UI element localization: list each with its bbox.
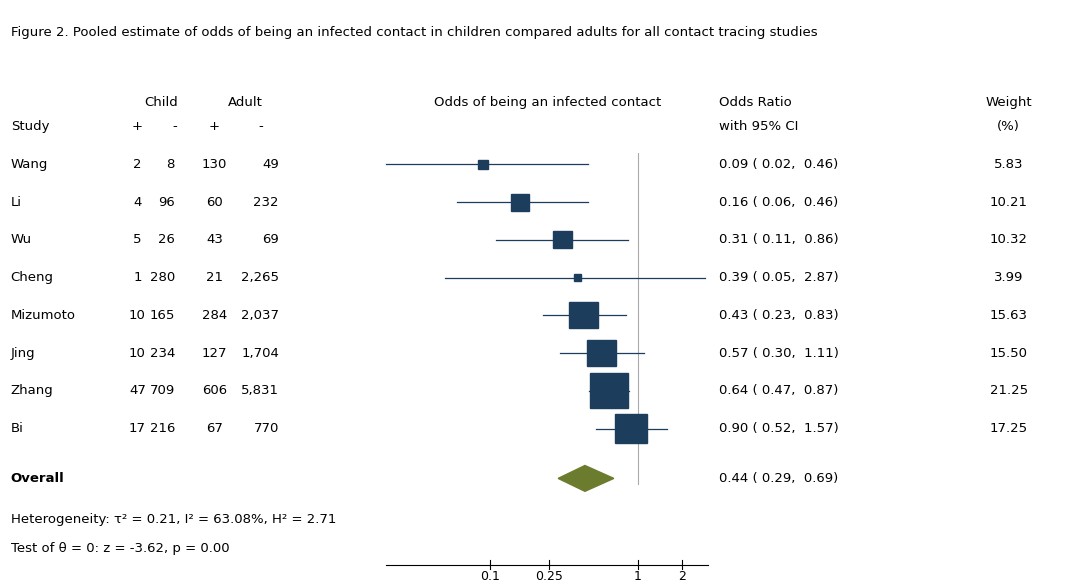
Bar (553, 231, 572, 248)
Text: 47: 47 (129, 384, 146, 397)
Text: Mizumoto: Mizumoto (11, 309, 76, 322)
Text: 280: 280 (149, 271, 175, 284)
Text: 0.90 ( 0.52,  1.57): 0.90 ( 0.52, 1.57) (719, 422, 839, 435)
Text: Odds of being an infected contact: Odds of being an infected contact (433, 96, 661, 109)
Text: 0.57 ( 0.30,  1.11): 0.57 ( 0.30, 1.11) (719, 346, 839, 360)
Text: 0.25: 0.25 (534, 570, 562, 583)
Text: 0.39 ( 0.05,  2.87): 0.39 ( 0.05, 2.87) (719, 271, 838, 284)
Text: +: + (132, 120, 143, 133)
Text: 234: 234 (149, 346, 175, 360)
Text: 10.32: 10.32 (989, 233, 1028, 247)
Bar (511, 194, 529, 211)
Text: 17.25: 17.25 (989, 422, 1028, 435)
Text: 21.25: 21.25 (989, 384, 1028, 397)
Text: Cheng: Cheng (11, 271, 54, 284)
Text: Odds Ratio: Odds Ratio (719, 96, 792, 109)
Text: 127: 127 (202, 346, 227, 360)
Text: 69: 69 (262, 233, 279, 247)
Text: Bi: Bi (11, 422, 24, 435)
Text: 2,265: 2,265 (241, 271, 279, 284)
Text: Overall: Overall (11, 472, 64, 485)
Text: Wang: Wang (11, 158, 48, 171)
Text: 2: 2 (133, 158, 142, 171)
Text: with 95% CI: with 95% CI (719, 120, 798, 133)
Text: 0.43 ( 0.23,  0.83): 0.43 ( 0.23, 0.83) (719, 309, 838, 322)
Text: 5: 5 (133, 233, 142, 247)
Text: 0.44 ( 0.29,  0.69): 0.44 ( 0.29, 0.69) (719, 472, 838, 485)
Text: 17: 17 (129, 422, 146, 435)
Bar (574, 274, 580, 281)
Text: Weight: Weight (985, 96, 1032, 109)
Bar (477, 160, 488, 169)
Text: 770: 770 (253, 422, 279, 435)
Text: 67: 67 (206, 422, 223, 435)
Text: 15.63: 15.63 (989, 309, 1028, 322)
Text: Zhang: Zhang (11, 384, 54, 397)
Text: 0.31 ( 0.11,  0.86): 0.31 ( 0.11, 0.86) (719, 233, 838, 247)
Text: 10: 10 (129, 346, 146, 360)
Text: 709: 709 (149, 384, 175, 397)
Text: 165: 165 (149, 309, 175, 322)
Text: 0.1: 0.1 (480, 570, 500, 583)
Text: 130: 130 (202, 158, 227, 171)
Text: 0.64 ( 0.47,  0.87): 0.64 ( 0.47, 0.87) (719, 384, 838, 397)
Text: 3.99: 3.99 (994, 271, 1024, 284)
Text: 8: 8 (166, 158, 175, 171)
Text: 21: 21 (206, 271, 223, 284)
Text: 284: 284 (202, 309, 227, 322)
Text: Adult: Adult (229, 96, 263, 109)
Bar (590, 373, 629, 409)
Polygon shape (558, 465, 614, 491)
Text: 60: 60 (206, 195, 223, 208)
Text: 2,037: 2,037 (241, 309, 279, 322)
Text: 26: 26 (158, 233, 175, 247)
Text: 1: 1 (133, 271, 142, 284)
Text: 606: 606 (202, 384, 227, 397)
Text: 15.50: 15.50 (989, 346, 1028, 360)
Bar (615, 414, 647, 443)
Text: 5,831: 5,831 (241, 384, 279, 397)
Text: -: - (259, 120, 263, 133)
Text: 10.21: 10.21 (989, 195, 1028, 208)
Text: 49: 49 (262, 158, 279, 171)
Text: -: - (173, 120, 177, 133)
Text: 4: 4 (133, 195, 142, 208)
Text: (%): (%) (997, 120, 1020, 133)
Text: +: + (209, 120, 220, 133)
Text: 232: 232 (253, 195, 279, 208)
Text: 43: 43 (206, 233, 223, 247)
Text: 216: 216 (149, 422, 175, 435)
Text: Study: Study (11, 120, 49, 133)
Text: Jing: Jing (11, 346, 35, 360)
Text: 10: 10 (129, 309, 146, 322)
Text: 2: 2 (678, 570, 686, 583)
Text: 1,704: 1,704 (241, 346, 279, 360)
Text: Wu: Wu (11, 233, 32, 247)
Text: Figure 2. Pooled estimate of odds of being an infected contact in children compa: Figure 2. Pooled estimate of odds of bei… (11, 26, 818, 39)
Bar (570, 302, 598, 328)
Text: 1: 1 (634, 570, 642, 583)
Bar (587, 340, 616, 366)
Text: 0.16 ( 0.06,  0.46): 0.16 ( 0.06, 0.46) (719, 195, 838, 208)
Text: 5.83: 5.83 (994, 158, 1024, 171)
Text: Li: Li (11, 195, 21, 208)
Text: Child: Child (145, 96, 178, 109)
Text: Heterogeneity: τ² = 0.21, I² = 63.08%, H² = 2.71: Heterogeneity: τ² = 0.21, I² = 63.08%, H… (11, 513, 336, 526)
Text: 0.09 ( 0.02,  0.46): 0.09 ( 0.02, 0.46) (719, 158, 838, 171)
Text: 96: 96 (158, 195, 175, 208)
Text: Test of θ = 0: z = -3.62, p = 0.00: Test of θ = 0: z = -3.62, p = 0.00 (11, 542, 230, 555)
